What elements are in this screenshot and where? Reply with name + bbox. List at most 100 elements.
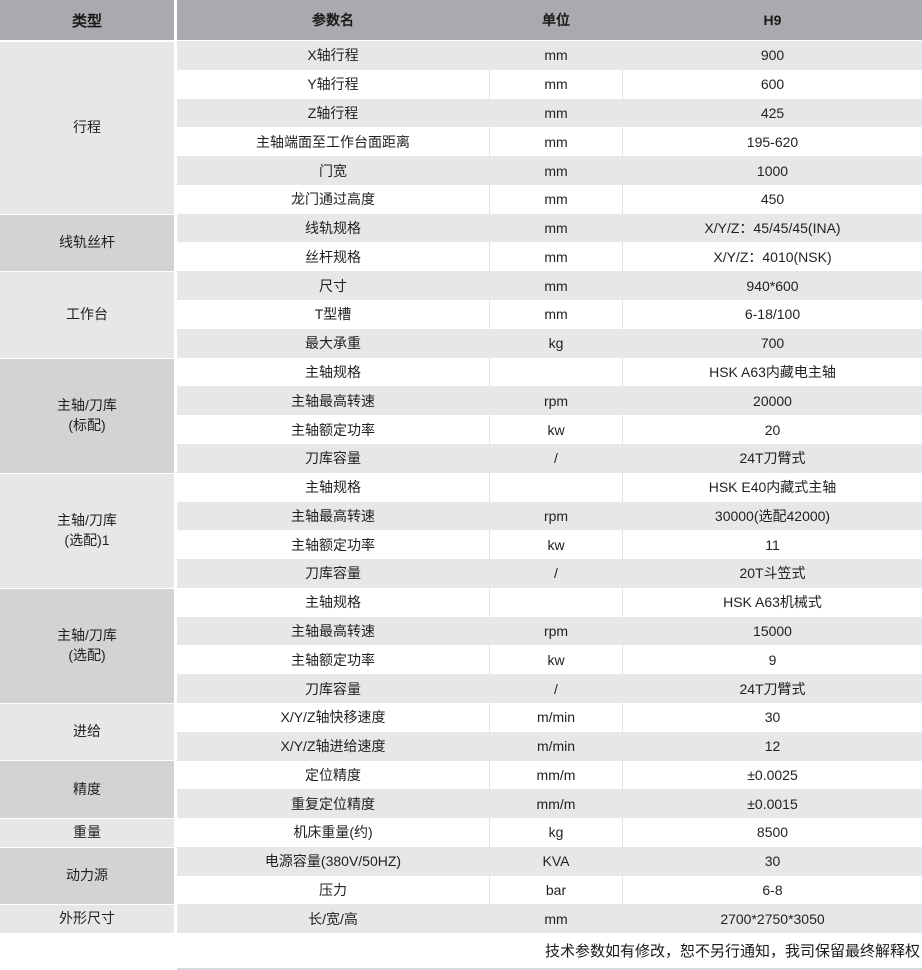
value-cell: X/Y/Z：45/45/45(INA) [704,220,841,237]
value-cell: 8500 [756,824,789,841]
unit-cell: mm/m [536,795,576,812]
table-row: X轴行程 mm 900 [177,41,922,70]
data-columns: 参数名 单位 H9 X轴行程 mm 900 Y轴行程 mm 600 Z轴行程 mm 425 … [177,0,922,970]
unit-cell: bar [489,875,623,905]
unit-cell: mm [489,300,623,329]
unit-cell: mm [544,162,568,179]
param-name-cell: 定位精度 [305,766,361,783]
value-cell: 30000(选配42000) [714,507,831,524]
table-row: 压力 bar 6-8 [177,875,922,905]
unit-cell: / [554,680,558,697]
unit-cell: mm [544,220,568,237]
value-cell: 6-18/100 [744,306,801,323]
table-row: 主轴规格 HSK A63内藏电主轴 [177,357,922,387]
value-cell: 900 [760,47,785,64]
table-header-row: 参数名 单位 H9 [177,0,922,41]
value-cell: HSK A63机械式 [723,594,822,611]
param-name-cell: 主轴端面至工作台面距离 [256,133,410,150]
param-name-cell: 主轴最高转速 [291,392,375,409]
value-cell: HSK A63内藏电主轴 [709,363,836,380]
unit-cell: rpm [543,507,569,524]
table-row: 主轴规格 HSK E40内藏式主轴 [177,472,922,502]
param-name-cell: X/Y/Z轴进给速度 [280,738,386,755]
table-row: T型槽 mm 6-18/100 [177,300,922,329]
table-row: 主轴额定功率 kw 20 [177,415,922,444]
param-name-cell: 主轴最高转速 [291,623,375,640]
table-row: 最大承重 kg 700 [177,328,922,358]
unit-cell [489,357,623,387]
table-row: 重复定位精度 mm/m ±0.0015 [177,789,922,819]
table-row: X/Y/Z轴进给速度 m/min 12 [177,731,922,761]
value-cell: 15000 [753,623,792,640]
category-cell-feed: 进给 [0,702,174,761]
table-row: X/Y/Z轴快移速度 m/min 30 [177,702,922,732]
param-name-cell: 刀库容量 [305,680,361,697]
param-name-cell: 刀库容量 [305,565,361,582]
unit-cell: KVA [542,853,570,870]
unit-cell: m/min [536,738,576,755]
value-cell: 940*600 [746,277,799,294]
column-header-param: 参数名 [312,12,354,28]
category-cell-spindle-option1: 主轴/刀库 (选配)1 [0,472,174,588]
table-row: 龙门通过高度 mm 450 [177,184,922,214]
value-cell: 12 [764,738,781,755]
table-row: 主轴端面至工作台面距离 mm 195-620 [177,127,922,157]
table-row: 长/宽/高 mm 2700*2750*3050 [177,904,922,934]
table-row: 主轴最高转速 rpm 15000 [177,616,922,646]
table-row: 刀库容量 / 24T刀臂式 [177,443,922,473]
value-cell: 24T刀臂式 [739,450,806,467]
category-cell-spindle-option2: 主轴/刀库 (选配) [0,587,174,703]
param-name-cell: 重复定位精度 [291,795,375,812]
category-cell-accuracy: 精度 [0,760,174,818]
table-row: 刀库容量 / 20T斗笠式 [177,559,922,588]
value-cell: 700 [760,335,785,352]
value-cell: 425 [760,104,785,121]
param-name-cell: X轴行程 [307,47,359,64]
value-cell: 30 [764,853,781,870]
table-row: 主轴最高转速 rpm 20000 [177,386,922,416]
category-cell-weight: 重量 [0,817,174,847]
category-cell-travel: 行程 [0,41,174,214]
value-cell: 20T斗笠式 [739,565,806,582]
param-name-cell: 主轴额定功率 [291,536,375,553]
table-row: 电源容量(380V/50HZ) KVA 30 [177,846,922,876]
value-cell: 2700*2750*3050 [720,910,825,927]
param-name-cell: 主轴规格 [305,594,361,611]
unit-cell: mm [489,127,623,157]
unit-cell: m/min [489,702,623,732]
value-cell: ±0.0025 [747,766,798,783]
table-row: Y轴行程 mm 600 [177,69,922,99]
param-name-cell: 线轨规格 [305,220,361,237]
unit-cell [489,587,623,617]
table-row: 丝杆规格 mm X/Y/Z：4010(NSK) [177,242,922,272]
param-name-cell: 主轴额定功率 [291,651,375,668]
category-blocks: 行程 线轨丝杆 工作台 主轴/刀库 (标配) 主轴/刀库 (选配)1 主轴/刀库… [0,41,174,933]
category-cell-worktable: 工作台 [0,271,174,358]
unit-cell: / [554,450,558,467]
param-name-cell: 尺寸 [319,277,347,294]
value-cell: 195-620 [746,133,799,150]
unit-cell: mm [544,910,568,927]
param-name-cell: 机床重量(约) [293,824,373,841]
value-cell: 20 [764,421,781,438]
unit-cell: kw [489,645,623,675]
value-cell: ±0.0015 [747,795,798,812]
unit-cell: mm [544,47,568,64]
category-cell-power-source: 动力源 [0,846,174,905]
param-name-cell: 主轴额定功率 [291,421,375,438]
value-cell: HSK E40内藏式主轴 [708,479,837,496]
param-name-cell: Z轴行程 [307,104,359,121]
param-name-cell: 主轴最高转速 [291,507,375,524]
value-cell: 20000 [753,392,792,409]
table-row: 尺寸 mm 940*600 [177,271,922,301]
table-row: 主轴规格 HSK A63机械式 [177,587,922,617]
column-header-model: H9 [763,12,782,28]
table-row: Z轴行程 mm 425 [177,98,922,128]
param-name-cell: 门宽 [319,162,347,179]
category-cell-spindle-standard: 主轴/刀库 (标配) [0,357,174,473]
unit-cell: kg [489,818,623,847]
param-name-cell: 最大承重 [305,335,361,352]
table-row: 主轴最高转速 rpm 30000(选配42000) [177,501,922,531]
